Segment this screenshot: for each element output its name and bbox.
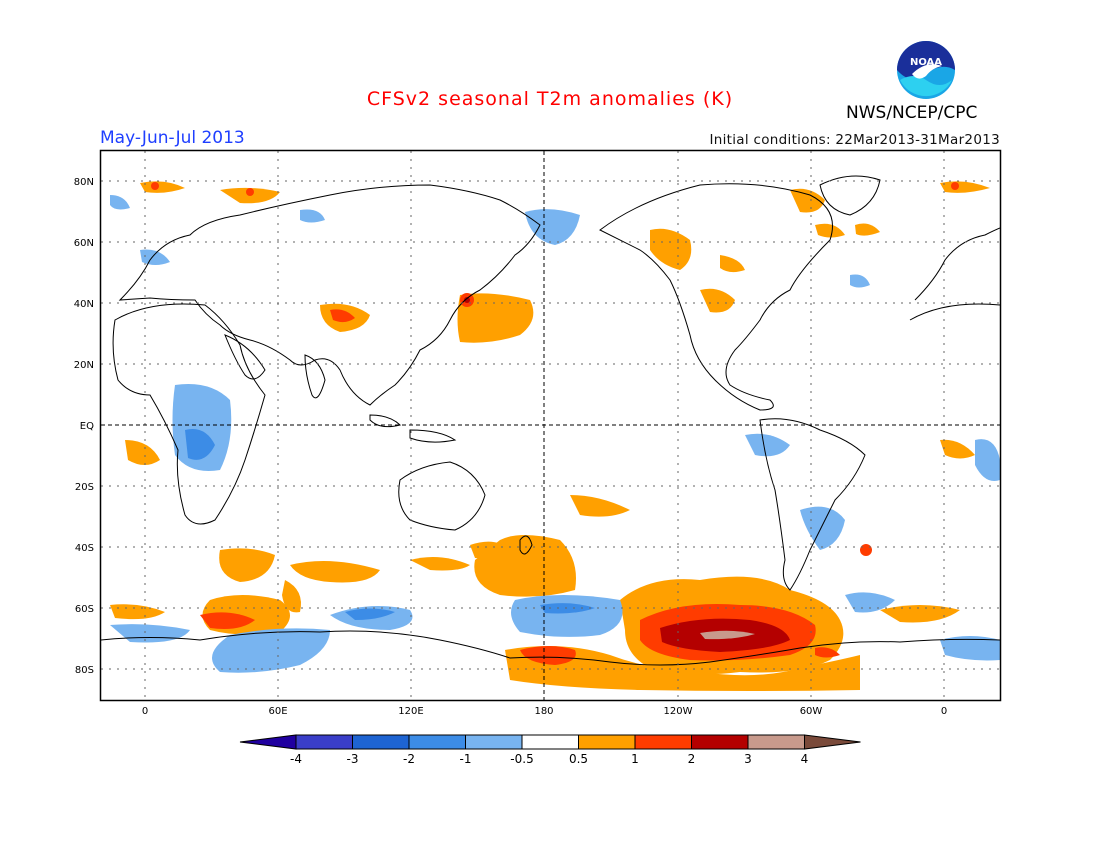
map-frame [99,149,1002,702]
colorbar-swatch [747,734,805,750]
colorbar-tick-label: 4 [800,752,809,766]
lat-label-40s: 40S [75,543,94,554]
colorbar-tick-label: 1 [631,752,639,766]
lat-labels: 80N 60N 40N 20N EQ 20S 40S 60S 80S [74,177,94,676]
lat-label-80s: 80S [75,665,94,676]
lat-label-20s: 20S [75,482,94,493]
lon-label-0-right: 0 [941,706,947,717]
colorbar [239,734,861,750]
lon-label-0: 0 [142,706,148,717]
colorbar-swatch [352,734,410,750]
lat-label-80n: 80N [74,177,94,188]
lon-label-120w: 120W [664,706,693,717]
lon-labels: 0 60E 120E 180 120W 60W 0 [142,706,947,717]
coastlines [101,175,1000,666]
colorbar-swatch [691,734,749,750]
colorbar-swatch [295,734,353,750]
agency-label: NWS/NCEP/CPC [846,103,978,123]
colorbar-tick-label: -0.5 [510,752,534,766]
lat-label-40n: 40N [74,299,94,310]
equator-dateline [101,151,1000,700]
anomaly-field [110,181,1000,691]
colorbar-tick-label: -4 [290,752,302,766]
colorbar-tick-label: -2 [403,752,415,766]
svg-text:NOAA: NOAA [910,57,942,68]
lon-label-60w: 60W [800,706,823,717]
lon-label-180: 180 [534,706,553,717]
colorbar-swatch [521,734,579,750]
season-label: May-Jun-Jul 2013 [100,128,245,148]
colorbar-swatch [578,734,636,750]
colorbar-swatch [804,734,861,750]
lat-label-60s: 60S [75,604,94,615]
lon-label-60e: 60E [268,706,287,717]
lat-label-20n: 20N [74,360,94,371]
colorbar-tick-label: 3 [744,752,752,766]
initial-conditions-label: Initial conditions: 22Mar2013-31Mar2013 [709,132,1000,148]
lat-label-eq: EQ [80,421,94,432]
colorbar-swatch [465,734,523,750]
lon-label-120e: 120E [398,706,423,717]
colorbar-swatch [239,734,297,750]
colorbar-swatch [408,734,466,750]
graticule [101,151,1000,700]
colorbar-tick-label: 2 [687,752,696,766]
noaa-logo-icon: NOAA [897,41,955,99]
colorbar-tick-label: -1 [459,752,472,766]
lat-label-60n: 60N [74,238,94,249]
map-title: CFSv2 seasonal T2m anomalies (K) [366,88,734,110]
colorbar-tick-label: 0.5 [568,752,589,766]
colorbar-tick-label: -3 [346,752,359,766]
colorbar-swatch [634,734,692,750]
